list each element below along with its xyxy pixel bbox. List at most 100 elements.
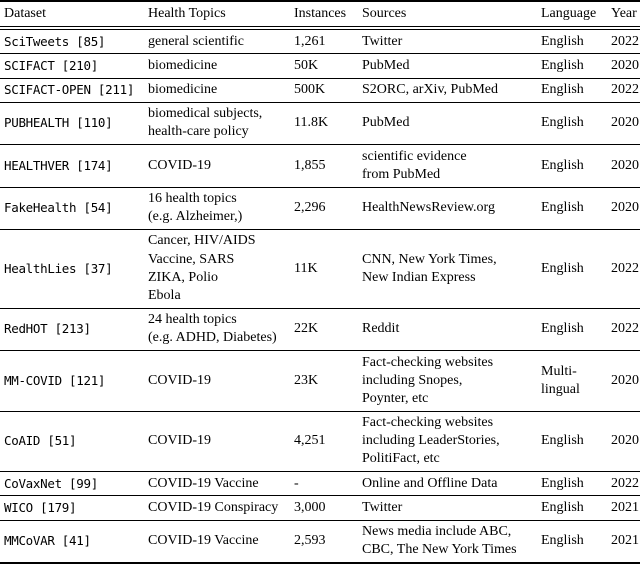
- cell-language: English: [536, 28, 606, 55]
- cell-sources: Fact-checking websites including Snopes,…: [356, 350, 536, 412]
- column-header-instances: Instances: [289, 1, 356, 31]
- table-body: SciTweets [85] general scientific 1,261 Twi…: [0, 28, 640, 564]
- cell-dataset: SCIFACT [210]: [0, 53, 144, 79]
- cell-sources: Reddit: [356, 308, 536, 352]
- cell-language: English: [536, 229, 606, 309]
- cell-topics: 24 health topics (e.g. ADHD, Diabetes): [144, 308, 289, 352]
- cell-language: English: [536, 520, 606, 564]
- column-header-language: Language: [536, 1, 606, 31]
- cell-year: 2020: [606, 53, 640, 79]
- cell-instances: 3,000: [289, 495, 356, 521]
- cell-language: Multi- lingual: [536, 350, 606, 412]
- cell-topics: 16 health topics (e.g. Alzheimer,): [144, 187, 289, 230]
- cell-language: English: [536, 411, 606, 473]
- cell-dataset: FakeHealth [54]: [0, 187, 144, 230]
- cell-year: 2020: [606, 187, 640, 230]
- cell-sources: Fact-checking websites including LeaderS…: [356, 411, 536, 473]
- cell-instances: 22K: [289, 308, 356, 352]
- cell-instances: 2,296: [289, 187, 356, 230]
- cell-dataset: CoAID [51]: [0, 411, 144, 473]
- cell-year: 2020: [606, 411, 640, 473]
- cell-sources: Twitter: [356, 28, 536, 55]
- column-header-year: Year: [606, 1, 640, 31]
- table-header-row: Dataset Health Topics Instances Sources Lang…: [0, 1, 640, 31]
- cell-language: English: [536, 471, 606, 497]
- table-row: FakeHealth [54] 16 health topics (e.g. Al…: [0, 187, 640, 230]
- table-head: Dataset Health Topics Instances Sources Lang…: [0, 1, 640, 31]
- cell-sources: Online and Offline Data: [356, 471, 536, 497]
- cell-topics: COVID-19: [144, 350, 289, 412]
- cell-dataset: CoVaxNet [99]: [0, 471, 144, 497]
- cell-topics: COVID-19: [144, 411, 289, 473]
- cell-language: English: [536, 144, 606, 188]
- cell-dataset: HealthLies [37]: [0, 229, 144, 309]
- cell-language: English: [536, 102, 606, 146]
- cell-sources: Twitter: [356, 495, 536, 521]
- cell-dataset: MM-COVID [121]: [0, 350, 144, 412]
- cell-language: English: [536, 495, 606, 521]
- cell-sources: CNN, New York Times, New Indian Express: [356, 229, 536, 309]
- cell-instances: 1,855: [289, 144, 356, 188]
- cell-dataset: SciTweets [85]: [0, 28, 144, 55]
- cell-language: English: [536, 187, 606, 230]
- cell-sources: scientific evidence from PubMed: [356, 144, 536, 188]
- cell-dataset: HEALTHVER [174]: [0, 144, 144, 188]
- cell-instances: 4,251: [289, 411, 356, 473]
- cell-dataset: SCIFACT-OPEN [211]: [0, 78, 144, 103]
- table-row: RedHOT [213] 24 health topics (e.g. ADHD,…: [0, 308, 640, 352]
- cell-year: 2022: [606, 28, 640, 55]
- cell-topics: general scientific: [144, 28, 289, 55]
- table-row: SCIFACT-OPEN [211] biomedicine 500K S2ORC, …: [0, 78, 640, 103]
- cell-year: 2022: [606, 78, 640, 103]
- cell-year: 2020: [606, 144, 640, 188]
- table-row: SCIFACT [210] biomedicine 50K PubMed English…: [0, 53, 640, 79]
- cell-year: 2020: [606, 350, 640, 412]
- cell-topics: COVID-19 Conspiracy: [144, 495, 289, 521]
- cell-topics: COVID-19: [144, 144, 289, 188]
- cell-language: English: [536, 308, 606, 352]
- cell-instances: 1,261: [289, 28, 356, 55]
- table-row: MM-COVID [121] COVID-19 23K Fact-checking w…: [0, 350, 640, 412]
- table-row: CoAID [51] COVID-19 4,251 Fact-checking web…: [0, 411, 640, 473]
- table-row: SciTweets [85] general scientific 1,261 Twi…: [0, 28, 640, 55]
- cell-instances: 23K: [289, 350, 356, 412]
- cell-instances: -: [289, 471, 356, 497]
- cell-year: 2020: [606, 102, 640, 146]
- cell-instances: 500K: [289, 78, 356, 103]
- cell-sources: PubMed: [356, 53, 536, 79]
- cell-year: 2022: [606, 229, 640, 309]
- cell-year: 2021: [606, 520, 640, 564]
- table-row: HEALTHVER [174] COVID-19 1,855 scientific e…: [0, 144, 640, 188]
- cell-dataset: PUBHEALTH [110]: [0, 102, 144, 146]
- column-header-dataset: Dataset: [0, 1, 144, 31]
- cell-instances: 11.8K: [289, 102, 356, 146]
- table-row: PUBHEALTH [110] biomedical subjects, heal…: [0, 102, 640, 146]
- cell-year: 2022: [606, 308, 640, 352]
- cell-year: 2021: [606, 495, 640, 521]
- cell-topics: Cancer, HIV/AIDS Vaccine, SARS ZIKA, Pol…: [144, 229, 289, 309]
- column-header-sources: Sources: [356, 1, 536, 31]
- cell-sources: HealthNewsReview.org: [356, 187, 536, 230]
- cell-instances: 50K: [289, 53, 356, 79]
- table-row: CoVaxNet [99] COVID-19 Vaccine - Online and…: [0, 471, 640, 497]
- cell-topics: COVID-19 Vaccine: [144, 520, 289, 564]
- table-row: MMCoVAR [41] COVID-19 Vaccine 2,593 News me…: [0, 520, 640, 564]
- column-header-topics: Health Topics: [144, 1, 289, 31]
- cell-topics: COVID-19 Vaccine: [144, 471, 289, 497]
- table-row: HealthLies [37] Cancer, HIV/AIDS Vaccine,…: [0, 229, 640, 309]
- cell-topics: biomedicine: [144, 78, 289, 103]
- cell-sources: News media include ABC, CBC, The New Yor…: [356, 520, 536, 564]
- cell-instances: 2,593: [289, 520, 356, 564]
- cell-topics: biomedicine: [144, 53, 289, 79]
- table-row: WICO [179] COVID-19 Conspiracy 3,000 Twitte…: [0, 495, 640, 521]
- cell-dataset: MMCoVAR [41]: [0, 520, 144, 564]
- cell-language: English: [536, 53, 606, 79]
- cell-sources: PubMed: [356, 102, 536, 146]
- cell-instances: 11K: [289, 229, 356, 309]
- cell-language: English: [536, 78, 606, 103]
- cell-dataset: WICO [179]: [0, 495, 144, 521]
- cell-sources: S2ORC, arXiv, PubMed: [356, 78, 536, 103]
- cell-year: 2022: [606, 471, 640, 497]
- cell-dataset: RedHOT [213]: [0, 308, 144, 352]
